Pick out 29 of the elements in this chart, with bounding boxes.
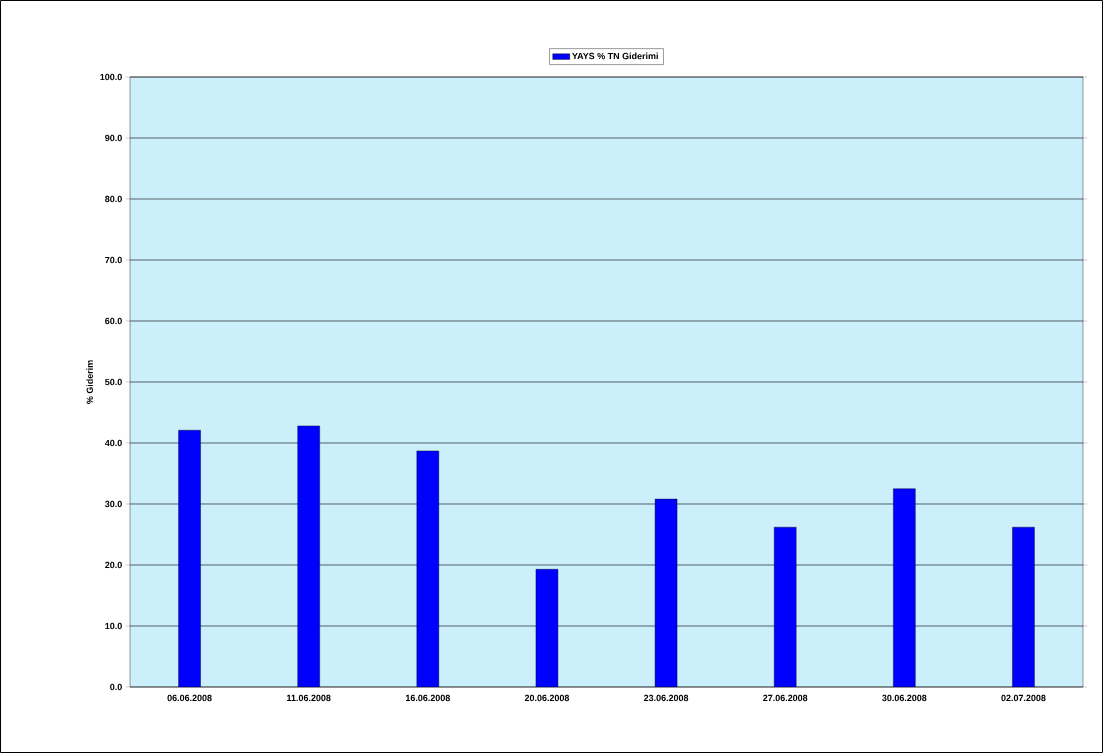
y-tick-label: 20.0 bbox=[105, 561, 122, 569]
y-tick-label: 60.0 bbox=[105, 317, 122, 325]
bar bbox=[178, 429, 201, 687]
y-axis-title: % Giderim bbox=[86, 360, 93, 404]
y-tick-label: 100.0 bbox=[100, 73, 122, 81]
y-tick-label: 80.0 bbox=[105, 195, 122, 203]
y-tick-label: 40.0 bbox=[104, 439, 122, 447]
x-tick-label: 02.07.2008 bbox=[1001, 694, 1046, 702]
bar bbox=[893, 488, 916, 687]
legend-label: YAYS % TN Giderimi bbox=[572, 52, 658, 60]
y-tick-label: 70.0 bbox=[105, 256, 122, 264]
x-tick-label: 20.06.2008 bbox=[524, 694, 570, 702]
bar bbox=[1012, 526, 1035, 687]
y-tick-label: 50.0 bbox=[105, 378, 122, 386]
bar bbox=[535, 569, 559, 687]
bar bbox=[297, 425, 320, 687]
x-tick-label: 11.06.2008 bbox=[287, 694, 331, 702]
x-tick-label: 27.06.2008 bbox=[763, 694, 808, 702]
y-tick-label: 90.0 bbox=[105, 134, 122, 142]
y-tick-label: 0.0 bbox=[110, 683, 122, 691]
y-tick-label: 10.0 bbox=[105, 622, 122, 630]
bar bbox=[416, 450, 440, 687]
x-tick-label: 23.06.2008 bbox=[643, 694, 689, 702]
y-tick-label: 30.0 bbox=[104, 500, 122, 508]
bar bbox=[773, 526, 797, 687]
x-tick-label: 06.06.2008 bbox=[167, 694, 212, 702]
x-tick-label: 30.06.2008 bbox=[882, 694, 927, 702]
x-tick-label: 16.06.2008 bbox=[405, 694, 450, 702]
bar bbox=[654, 498, 678, 687]
